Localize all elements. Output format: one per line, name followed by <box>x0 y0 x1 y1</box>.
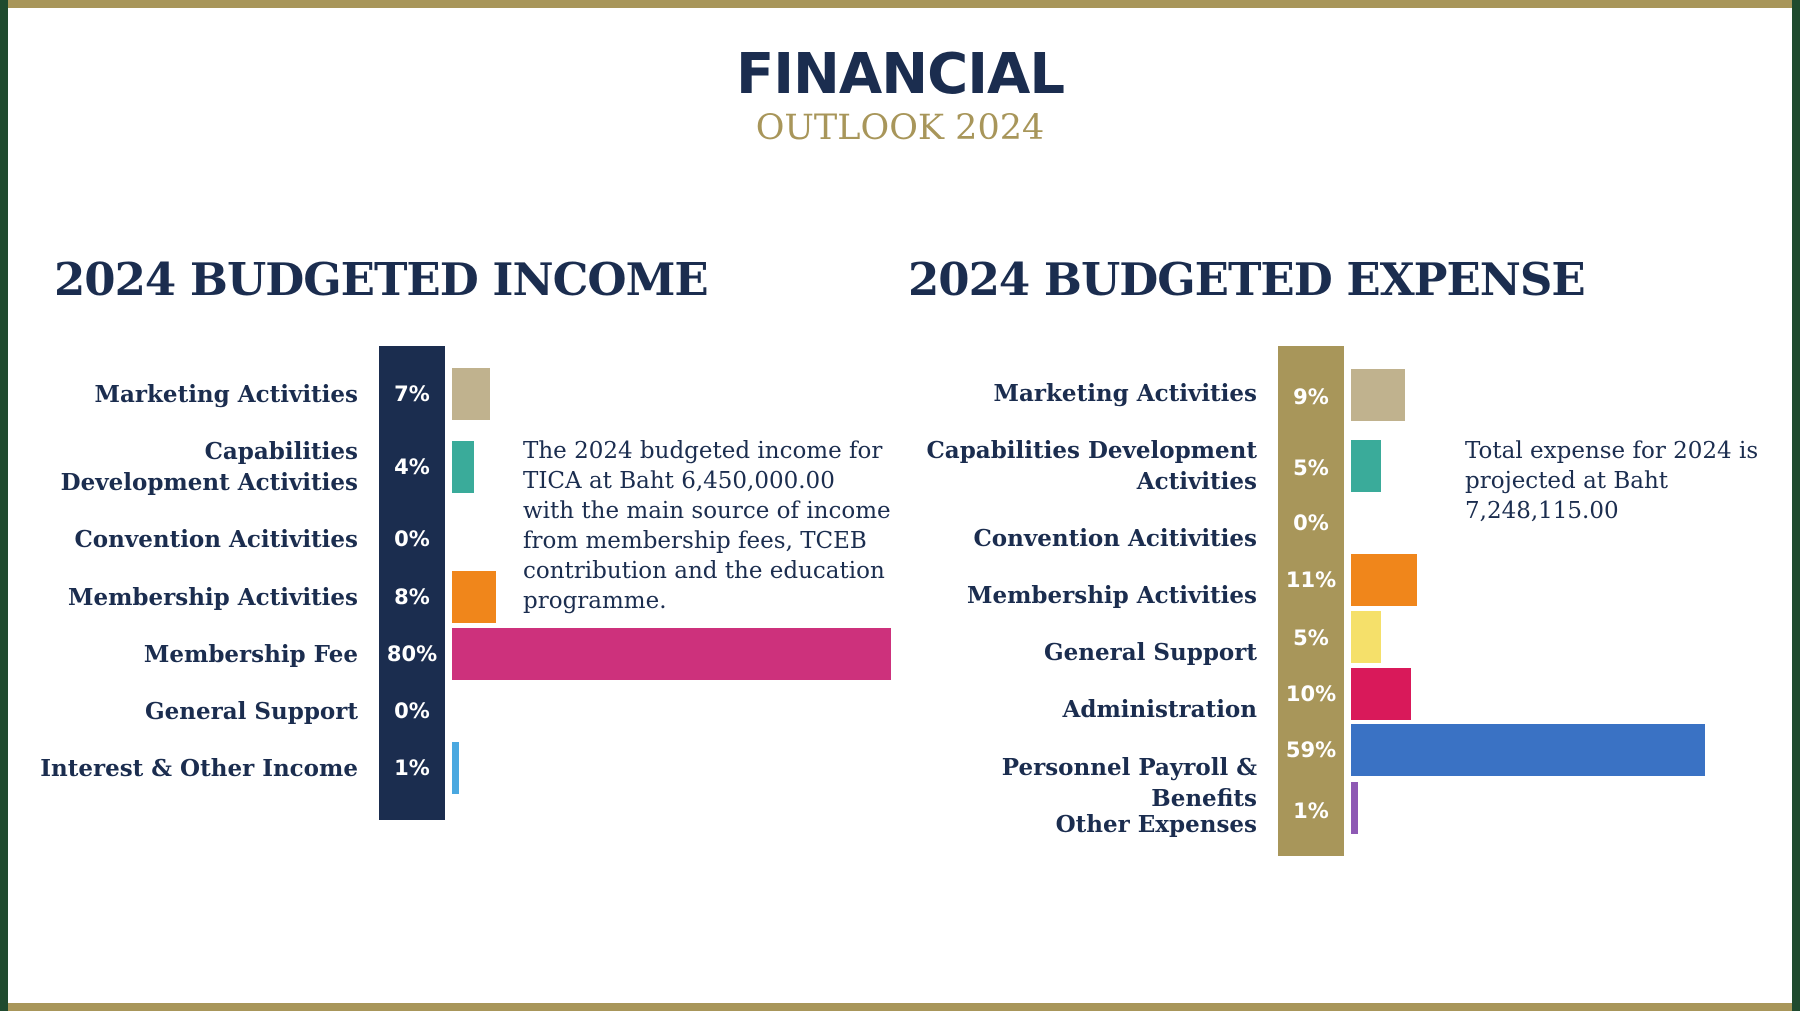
expense-category-label: Personnel Payroll & Benefits <box>1001 753 1257 812</box>
income-value-label: 1% <box>394 756 430 780</box>
left-green-edge <box>0 0 8 1011</box>
income-category-label: Membership Activities <box>67 583 358 611</box>
income-bar <box>452 628 891 680</box>
right-green-edge <box>1792 0 1800 1011</box>
income-bar <box>452 742 459 794</box>
income-value-label: 8% <box>394 585 430 609</box>
income-value-label: 7% <box>394 382 430 406</box>
income-chart-title: 2024 BUDGETED INCOME <box>54 253 709 306</box>
page-title: FINANCIAL <box>735 42 1065 107</box>
income-category-label: General Support <box>145 697 358 725</box>
expense-value-label: 1% <box>1293 799 1329 823</box>
expense-bar <box>1351 782 1358 834</box>
expense-category-label: Capabilities Development Activities <box>926 437 1258 495</box>
expense-bar <box>1351 369 1405 421</box>
expense-category-label: Membership Activities <box>966 581 1257 609</box>
income-value-label: 0% <box>394 699 430 723</box>
expense-chart-title: 2024 BUDGETED EXPENSE <box>908 253 1586 306</box>
page-subtitle: OUTLOOK 2024 <box>755 108 1045 148</box>
income-bar <box>452 441 474 493</box>
income-category-label: Convention Acitivities <box>74 525 358 553</box>
expense-value-label: 59% <box>1285 738 1337 762</box>
expense-value-label: 5% <box>1293 456 1329 480</box>
expense-category-label: General Support <box>1044 638 1257 666</box>
expense-bar <box>1351 611 1381 663</box>
expense-category-label: Administration <box>1062 695 1257 723</box>
expense-category-label: Convention Acitivities <box>973 524 1257 552</box>
income-category-label: Capabilities Development Activities <box>60 438 358 496</box>
expense-bar <box>1351 668 1411 720</box>
income-category-label: Interest & Other Income <box>40 754 358 782</box>
expense-value-label: 5% <box>1293 626 1329 650</box>
expense-value-label: 9% <box>1293 385 1329 409</box>
expense-percent-column <box>1278 346 1344 856</box>
income-bar <box>452 571 496 623</box>
income-value-label: 80% <box>386 642 438 666</box>
top-gold-border <box>0 0 1800 8</box>
expense-value-label: 0% <box>1293 511 1329 535</box>
expense-bar <box>1351 554 1417 606</box>
expense-bar <box>1351 724 1705 776</box>
income-category-label: Membership Fee <box>143 640 358 668</box>
expense-note: Total expense for 2024 is projected at B… <box>1465 438 1759 524</box>
expense-value-label: 11% <box>1285 568 1337 592</box>
income-value-label: 0% <box>394 527 430 551</box>
income-value-label: 4% <box>394 455 430 479</box>
income-category-label: Marketing Activities <box>94 380 358 408</box>
expense-value-label: 10% <box>1285 682 1337 706</box>
income-percent-column <box>379 346 445 820</box>
expense-category-label: Marketing Activities <box>993 379 1257 407</box>
bottom-gold-border <box>0 1003 1800 1011</box>
expense-bar <box>1351 440 1381 492</box>
income-note: The 2024 budgeted income for TICA at Bah… <box>523 438 891 614</box>
income-bar <box>452 368 491 420</box>
expense-category-label: Other Expenses <box>1055 810 1257 838</box>
